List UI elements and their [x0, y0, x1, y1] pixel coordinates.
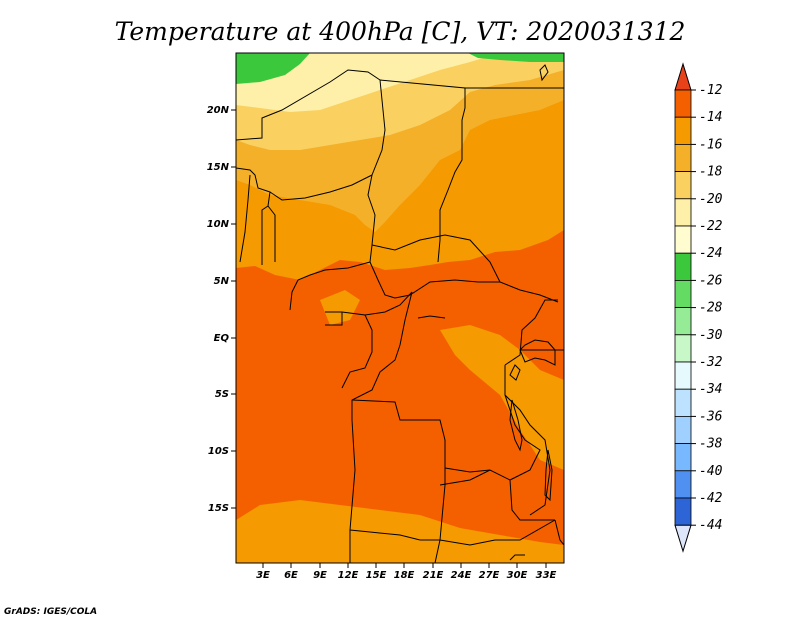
- border-line: [371, 234, 559, 303]
- colorbar-label: -44: [699, 518, 722, 533]
- border-line: [544, 449, 553, 502]
- lon-label: 12E: [338, 570, 359, 581]
- field-band-t24-east: [468, 53, 564, 62]
- border-line: [509, 554, 525, 561]
- colorbar-swatch: [674, 307, 692, 336]
- border-line: [539, 64, 549, 82]
- field-band-t14-south: [236, 500, 564, 563]
- colorbar-bottom-arrow: [674, 524, 692, 553]
- lon-label: 6E: [284, 570, 298, 581]
- colorbar-swatch: [674, 388, 692, 417]
- colorbar-swatch: [674, 116, 692, 145]
- colorbar-label: -30: [699, 328, 723, 343]
- latitude-axis: 20N 15N 10N 5N EQ 5S 10S 15S: [207, 105, 236, 514]
- border-line: [349, 291, 413, 563]
- colorbar-top-arrow: [674, 62, 692, 91]
- colorbar-swatch: [674, 415, 692, 444]
- border-line: [504, 299, 558, 366]
- colorbar-label: -38: [699, 437, 723, 452]
- colorbar-label: -40: [699, 464, 723, 479]
- border-line: [364, 291, 413, 316]
- border-line: [504, 394, 551, 516]
- lon-label: 21E: [423, 570, 444, 581]
- map-frame: [235, 52, 565, 564]
- colorbar-label: -24: [699, 246, 722, 261]
- border-line: [369, 261, 500, 299]
- colorbar-swatch: [674, 252, 692, 281]
- colorbar-label: -12: [699, 83, 723, 98]
- colorbar-label: -22: [699, 219, 723, 234]
- colorbar-swatch: [674, 143, 692, 172]
- lon-label: 30E: [507, 570, 528, 581]
- border-line: [349, 529, 440, 541]
- longitude-axis: 3E 6E 9E 12E 15E 18E 21E 24E 27E 30E 33E: [256, 563, 557, 581]
- colorbar-swatch: [674, 89, 692, 118]
- lon-label: 18E: [394, 570, 415, 581]
- border-line: [439, 519, 556, 546]
- colorbar-swatch: [674, 470, 692, 499]
- lon-label: 24E: [451, 570, 472, 581]
- colorbar-label: -42: [699, 491, 723, 506]
- border-line: [239, 174, 251, 263]
- border-line: [236, 167, 271, 265]
- field-band-t14-west: [320, 290, 360, 325]
- border-line: [519, 339, 556, 366]
- border-line: [267, 205, 276, 262]
- temperature-field: [236, 53, 564, 563]
- border-line: [379, 79, 466, 263]
- colorbar-swatch: [674, 225, 692, 254]
- colorbar-label: -34: [699, 382, 722, 397]
- border-line: [325, 311, 343, 326]
- colorbar-swatch: [674, 361, 692, 390]
- map-title: Temperature at 400hPa [C], VT: 202003131…: [115, 17, 686, 46]
- lat-label: 10S: [208, 446, 229, 457]
- border-line: [509, 364, 521, 381]
- lat-label: 15N: [207, 162, 230, 173]
- colorbar-swatch: [674, 198, 692, 227]
- lon-label: 9E: [313, 570, 327, 581]
- lat-label: EQ: [214, 333, 230, 344]
- colorbar-label: -36: [699, 409, 723, 424]
- colorbar-label: -32: [699, 355, 723, 370]
- lat-label: 20N: [207, 105, 230, 116]
- border-line: [509, 399, 523, 452]
- country-borders: [236, 64, 564, 563]
- lon-label: 27E: [479, 570, 500, 581]
- colorbar-swatch: [674, 171, 692, 200]
- field-band-t14-east: [440, 325, 564, 470]
- colorbar-label: -14: [699, 110, 722, 125]
- border-line: [444, 467, 491, 473]
- field-band-t20: [236, 53, 500, 112]
- colorbar-swatch: [674, 334, 692, 363]
- colorbar: -12 -14 -16 -18 -20 -22 -24 -26 -28 -30 -32 -34 -36 -…: [674, 62, 723, 553]
- colorbar-label: -18: [699, 165, 723, 180]
- border-line: [417, 315, 446, 319]
- border-line: [351, 399, 446, 563]
- border-line: [554, 519, 564, 546]
- lon-label: 15E: [366, 570, 387, 581]
- lon-label: 33E: [536, 570, 557, 581]
- lon-label: 3E: [256, 570, 270, 581]
- lat-label: 15S: [208, 503, 229, 514]
- lat-label: 5S: [215, 389, 229, 400]
- colorbar-label: -20: [699, 192, 723, 207]
- lat-label: 10N: [207, 219, 230, 230]
- colorbar-label: -28: [699, 301, 723, 316]
- colorbar-swatch: [674, 279, 692, 308]
- colorbar-label: -16: [699, 137, 723, 152]
- colorbar-swatch: [674, 443, 692, 472]
- lat-label: 5N: [214, 276, 230, 287]
- field-band-t24-west: [236, 53, 310, 84]
- border-line: [289, 261, 371, 311]
- grads-credit: GrADS: IGES/COLA: [4, 607, 97, 617]
- colorbar-swatch: [674, 497, 692, 526]
- border-line: [269, 174, 373, 201]
- colorbar-label: -26: [699, 273, 723, 288]
